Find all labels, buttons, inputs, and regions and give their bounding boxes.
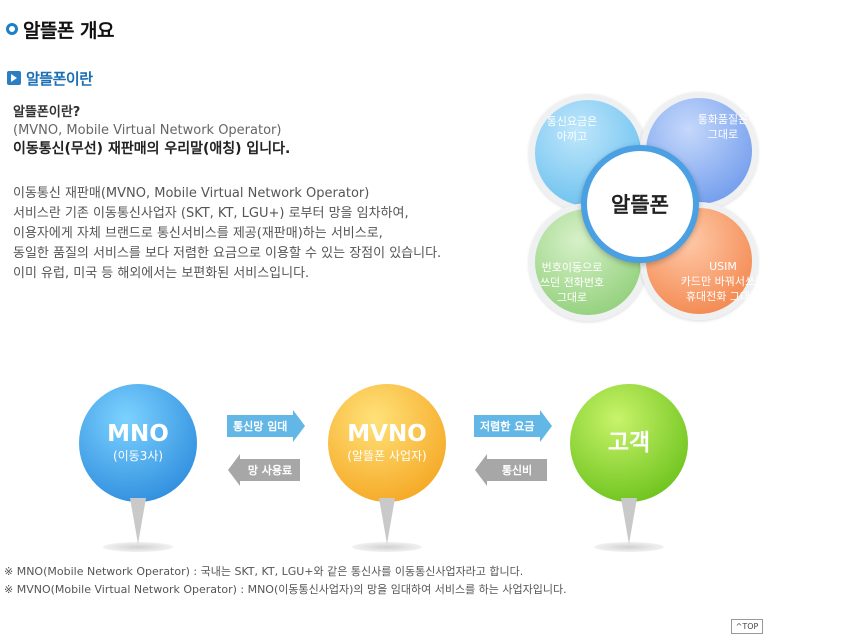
mno-sub: (이동3사) [112,449,164,463]
pin-shadow [352,542,422,552]
arrow-label: 통신망 임대 [227,415,294,437]
petal-text: 그대로 [707,128,739,141]
pin-stem [130,498,146,544]
arrow-mvno-to-mno: 망 사용료 [228,454,300,486]
description-block: 이동통신 재판매(MVNO, Mobile Virtual Network Op… [13,184,441,284]
clover-center: 알뜰폰 [581,145,699,263]
footnotes: ※ MNO(Mobile Network Operator) : 국내는 SKT… [4,563,567,599]
intro-english: (MVNO, Mobile Virtual Network Operator) [13,123,282,138]
description-line: 서비스란 기존 이동통신사업자 (SKT, KT, LGU+) 로부터 망을 임… [13,206,409,221]
mvno-pin: MVNO (알뜰폰 사업자) [328,384,446,502]
caret-up-icon: ^ [735,622,743,631]
mvno-sub: (알뜰폰 사업자) [347,449,427,463]
petal-text: 아끼고 [556,130,588,143]
petal-text: 통화품질은 [697,113,749,126]
footnote-line: ※ MNO(Mobile Network Operator) : 국내는 SKT… [4,565,524,578]
customer-name: 고객 [607,430,651,456]
petal-text: 그대로 [556,290,588,304]
top-button-label: TOP [742,622,759,631]
section-title-text: 알뜰폰이란 [26,69,93,88]
description-line: 동일한 품질의 서비스를 보다 저렴한 요금으로 이용할 수 있는 장점이 있습… [13,246,442,261]
page-title-text: 알뜰폰 개요 [23,19,115,42]
arrow-mvno-to-customer: 저렴한 요금 [474,410,553,442]
page-title: 알뜰폰 개요 [6,16,115,42]
petal-text: 쓰던 전화번호 [539,275,605,289]
intro-block: 알뜰폰이란? (MVNO, Mobile Virtual Network Ope… [13,104,290,158]
mvno-name: MVNO [347,421,427,447]
intro-definition: 이동통신(무선) 재판매의 우리말(애칭) 입니다. [13,141,291,157]
description-line: 이동통신 재판매(MVNO, Mobile Virtual Network Op… [13,186,370,201]
arrow-label: 저렴한 요금 [474,415,541,437]
description-line: 이미 유럽, 미국 등 해외에서는 보편화된 서비스입니다. [13,266,310,281]
petal-text: USIM [709,259,737,273]
arrow-right-icon [540,410,553,442]
circle-bullet-icon [6,23,18,35]
pin-stem [379,498,395,544]
pin-shadow [103,542,173,552]
footnote-line: ※ MVNO(Mobile Virtual Network Operator) … [4,583,567,596]
pin-shadow [594,542,664,552]
customer-pin: 고객 [570,384,688,502]
arrow-mno-to-mvno: 통신망 임대 [227,410,306,442]
petal-text: 통신요금은 [546,115,598,128]
petal-text: 카드만 바꿔서쓰면 [680,274,766,288]
section-title: 알뜰폰이란 [7,68,93,88]
intro-question: 알뜰폰이란? [13,105,81,120]
arrow-left-icon [228,454,240,486]
arrow-label: 망 사용료 [240,459,300,481]
arrow-label: 통신비 [487,459,547,481]
mno-name: MNO [107,421,169,447]
arrow-customer-to-mvno: 통신비 [475,454,547,486]
top-button[interactable]: ^TOP [731,619,763,634]
petal-text: 번호이동으로 [541,260,603,274]
arrow-right-icon [293,410,306,442]
arrow-right-icon [7,71,21,85]
arrow-left-icon [475,454,487,486]
pin-stem [621,498,637,544]
petal-text: 휴대전화 그대로 [685,289,761,303]
mno-pin: MNO (이동3사) [79,384,197,502]
description-line: 이용자에게 자체 브랜드로 통신서비스를 제공(재판매)하는 서비스로, [13,226,383,241]
